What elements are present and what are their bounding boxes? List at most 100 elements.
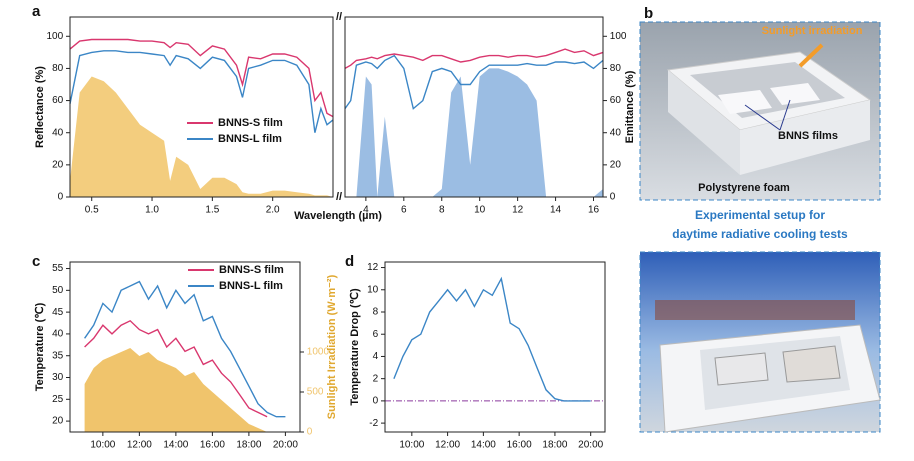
x-tick-label: 12:00 <box>127 440 152 451</box>
photo-panel: b Sunlight irradiation BNNS films Polyst… <box>639 5 881 433</box>
plot-frame <box>384 261 606 433</box>
y-tick-label: 0 <box>610 192 616 203</box>
x-tick-label: 16:00 <box>507 440 532 451</box>
x-tick-label: 14 <box>550 205 562 216</box>
line <box>84 319 268 418</box>
pointer <box>779 99 791 131</box>
x-tick-label: 12:00 <box>435 440 460 451</box>
film <box>718 90 772 114</box>
y-tick-label: 20 <box>52 416 64 427</box>
foam-front <box>740 100 870 175</box>
panel-label: a <box>32 3 41 20</box>
y-tick-label: 0 <box>307 427 313 438</box>
axis-label: Temperature Drop (℃) <box>349 288 361 406</box>
y-tick-label: 40 <box>52 127 64 138</box>
line <box>344 48 604 70</box>
x-tick-label: 12 <box>512 205 524 216</box>
break-mark: // <box>336 11 342 23</box>
arrow <box>798 43 824 68</box>
x-tick-label: 1.5 <box>205 205 219 216</box>
caption: daytime radiative cooling tests <box>672 227 848 241</box>
legend-label: BNNS-S film <box>218 117 283 129</box>
x-tick-label: 8 <box>439 205 445 216</box>
y-tick-label: 100 <box>610 31 627 42</box>
y-tick-label: 12 <box>367 262 379 273</box>
pointer <box>744 104 781 131</box>
caption: Experimental setup for <box>695 208 825 222</box>
axis-label: Reflectance (%) <box>34 66 46 148</box>
x-tick-label: 20:00 <box>578 440 603 451</box>
y-tick-label: 80 <box>610 63 622 74</box>
line <box>393 276 591 402</box>
foam-side <box>668 70 740 175</box>
x-tick-label: 16 <box>588 205 600 216</box>
line <box>69 38 334 118</box>
y-tick-label: 8 <box>373 307 379 318</box>
y-tick-label: -2 <box>369 418 378 429</box>
legend-label: BNNS-S film <box>219 264 284 276</box>
x-tick-label: 4 <box>363 205 369 216</box>
film <box>770 83 820 105</box>
y-tick-label: 100 <box>47 31 64 42</box>
y-tick-label: 25 <box>52 394 64 405</box>
x-tick-label: 20:00 <box>273 440 298 451</box>
line <box>344 54 604 110</box>
y-tick-label: 80 <box>52 63 64 74</box>
line <box>84 280 286 418</box>
x-tick-label: 14:00 <box>163 440 188 451</box>
x-tick-label: 1.0 <box>145 205 159 216</box>
annotation: BNNS films <box>778 130 838 142</box>
plot-frame <box>69 16 334 198</box>
legend-label: BNNS-L film <box>218 133 282 145</box>
x-tick-label: 10:00 <box>90 440 115 451</box>
x-tick-label: 18:00 <box>542 440 567 451</box>
axis-label: Temperature (℃) <box>34 302 46 391</box>
area <box>84 348 286 432</box>
y-tick-label: 10 <box>367 284 379 295</box>
panel-label: d <box>345 253 354 270</box>
y-tick-label: 45 <box>52 307 64 318</box>
line <box>69 50 334 133</box>
y-tick-label: 20 <box>610 159 622 170</box>
area <box>345 68 603 198</box>
y-tick-label: 6 <box>373 329 379 340</box>
y-tick-label: 4 <box>373 351 379 362</box>
panel-label: b <box>644 5 653 22</box>
y-tick-label: 55 <box>52 263 64 274</box>
x-tick-label: 16:00 <box>200 440 225 451</box>
x-tick-label: 18:00 <box>236 440 261 451</box>
building <box>655 300 855 320</box>
y-tick-label: 60 <box>52 95 64 106</box>
y-tick-label: 35 <box>52 350 64 361</box>
legend-label: BNNS-L film <box>219 280 283 292</box>
y-tick-label: 1000 <box>307 347 330 358</box>
axis-label: Emittance (%) <box>624 70 636 143</box>
x-tick-label: 10:00 <box>399 440 424 451</box>
x-tick-label: 0.5 <box>85 205 99 216</box>
y-tick-label: 60 <box>610 95 622 106</box>
axis-label: Sunlight Irradiation (W·m⁻²) <box>326 274 338 419</box>
plot-frame <box>69 261 301 433</box>
plot-frame <box>344 16 604 198</box>
film <box>782 345 841 383</box>
y-tick-label: 40 <box>52 329 64 340</box>
annotation: Polystyrene foam <box>698 182 790 194</box>
x-tick-label: 6 <box>401 205 407 216</box>
film <box>714 352 769 386</box>
x-tick-label: 10 <box>474 205 486 216</box>
y-tick-label: 40 <box>610 127 622 138</box>
break-mark: // <box>336 191 342 203</box>
annotation: Sunlight irradiation <box>762 25 863 37</box>
y-tick-label: 50 <box>52 285 64 296</box>
y-tick-label: 0 <box>373 396 379 407</box>
x-tick-label: 14:00 <box>471 440 496 451</box>
y-tick-label: 2 <box>373 373 379 384</box>
y-tick-label: 30 <box>52 372 64 383</box>
x-tick-label: 2.0 <box>266 205 280 216</box>
y-tick-label: 0 <box>58 192 64 203</box>
y-tick-label: 20 <box>52 159 64 170</box>
area <box>70 76 333 197</box>
y-tick-label: 500 <box>307 387 324 398</box>
panel-label: c <box>32 253 40 270</box>
